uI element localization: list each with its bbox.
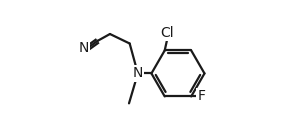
Text: Cl: Cl [161, 26, 174, 40]
Text: N: N [79, 41, 89, 55]
Text: F: F [197, 89, 205, 103]
Text: N: N [133, 67, 143, 80]
